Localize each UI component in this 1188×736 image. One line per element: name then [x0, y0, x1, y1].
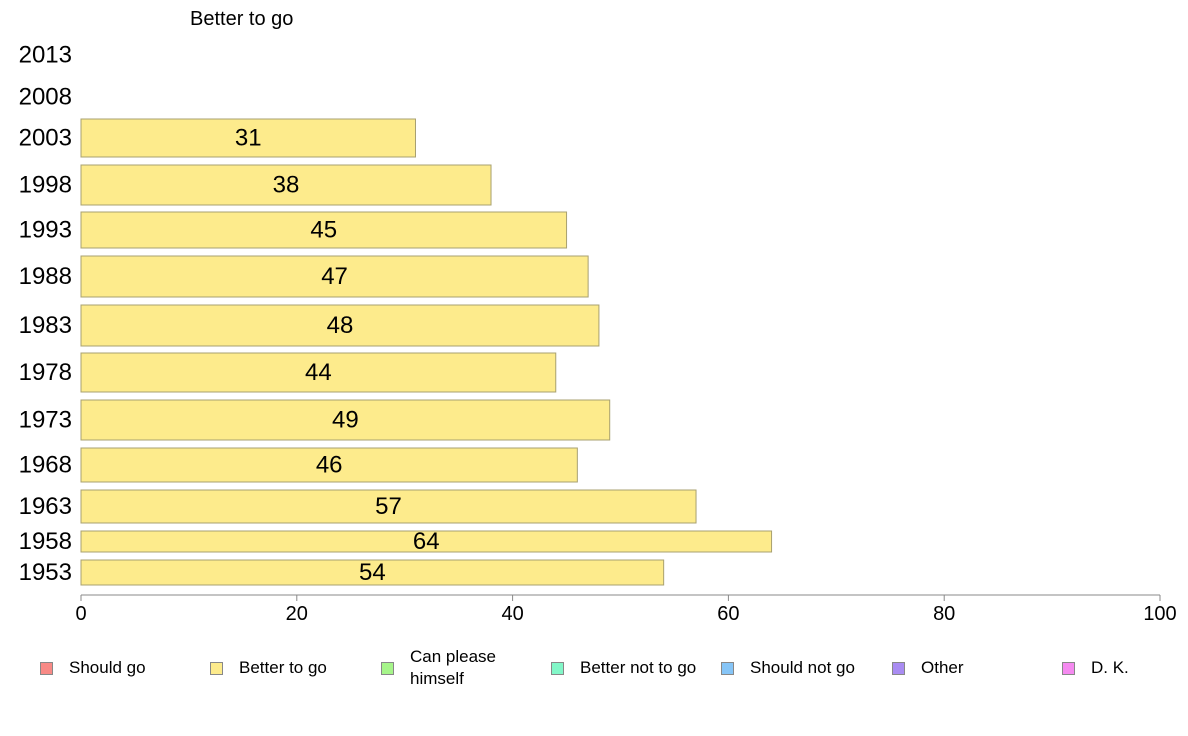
- y-tick-label: 1998: [19, 172, 72, 199]
- bar: [80, 447, 578, 483]
- y-tick-label: 1958: [19, 528, 72, 555]
- bar: [80, 255, 589, 298]
- y-tick-label: 1963: [19, 493, 72, 520]
- bar: [80, 211, 568, 249]
- y-tick-label: 1983: [19, 312, 72, 339]
- y-tick-label: 1993: [19, 217, 72, 244]
- data-label: 48: [327, 312, 354, 339]
- data-label: 44: [305, 359, 332, 386]
- x-tick-label: 80: [933, 603, 955, 625]
- legend-item-dk: D. K.: [1062, 646, 1129, 690]
- data-label: 38: [273, 172, 300, 199]
- legend-label: D. K.: [1091, 658, 1129, 677]
- bar: [80, 118, 416, 158]
- legend-item-better-to-go: Better to go: [210, 646, 327, 690]
- legend-swatch: [551, 661, 564, 675]
- x-tick-label: 60: [717, 603, 739, 625]
- data-label: 57: [375, 493, 402, 520]
- legend-swatch: [210, 661, 223, 675]
- legend-label: Can please himself: [410, 647, 497, 688]
- x-tick-label: 20: [286, 603, 308, 625]
- bar: [80, 530, 773, 553]
- bar: [80, 304, 600, 347]
- bar: [80, 399, 611, 441]
- data-label: 31: [235, 125, 262, 152]
- legend-label: Better not to go: [580, 658, 697, 677]
- legend-label: Other: [921, 658, 964, 677]
- x-tick-label: 100: [1143, 603, 1176, 625]
- y-tick-label: 1973: [19, 407, 72, 434]
- bar-chart: 2013 2008 2003 31 1998 38 1993 45 1988 47 1983 48 19…: [19, 42, 1177, 626]
- legend-swatch: [1062, 661, 1075, 675]
- legend-label: Should go: [69, 658, 146, 677]
- legend-swatch: [40, 661, 53, 675]
- legend-swatch: [721, 661, 734, 675]
- y-tick-label: 1953: [19, 559, 72, 586]
- data-label: 49: [332, 407, 359, 434]
- legend-item-other: Other: [892, 646, 964, 690]
- bar: [80, 164, 492, 206]
- y-tick-label: 2008: [19, 84, 72, 111]
- bar: [80, 352, 557, 393]
- data-label: 46: [316, 452, 343, 479]
- y-tick-label: 2013: [19, 42, 72, 69]
- legend-item-can-please-himself: Can please himself: [381, 646, 510, 690]
- legend: Should go Better to go Can please himsel…: [0, 646, 1188, 696]
- y-tick-label: 1978: [19, 359, 72, 386]
- y-tick-label: 1988: [19, 263, 72, 290]
- data-label: 47: [321, 263, 348, 290]
- y-tick-label: 1968: [19, 452, 72, 479]
- legend-label: Better to go: [239, 658, 327, 677]
- legend-swatch: [892, 661, 905, 675]
- legend-item-should-not-go: Should not go: [721, 646, 855, 690]
- data-label: 64: [413, 528, 440, 555]
- data-label: 54: [359, 559, 386, 586]
- x-tick-label: 40: [501, 603, 523, 625]
- bar: [80, 489, 697, 524]
- legend-item-should-go: Should go: [40, 646, 146, 690]
- y-tick-label: 2003: [19, 125, 72, 152]
- legend-label: Should not go: [750, 658, 855, 677]
- data-label: 45: [310, 217, 337, 244]
- legend-swatch: [381, 661, 394, 675]
- x-tick-label: 0: [75, 603, 86, 625]
- bar: [80, 559, 665, 586]
- chart-title: Better to go: [190, 8, 294, 30]
- legend-item-better-not-to-go: Better not to go: [551, 646, 696, 690]
